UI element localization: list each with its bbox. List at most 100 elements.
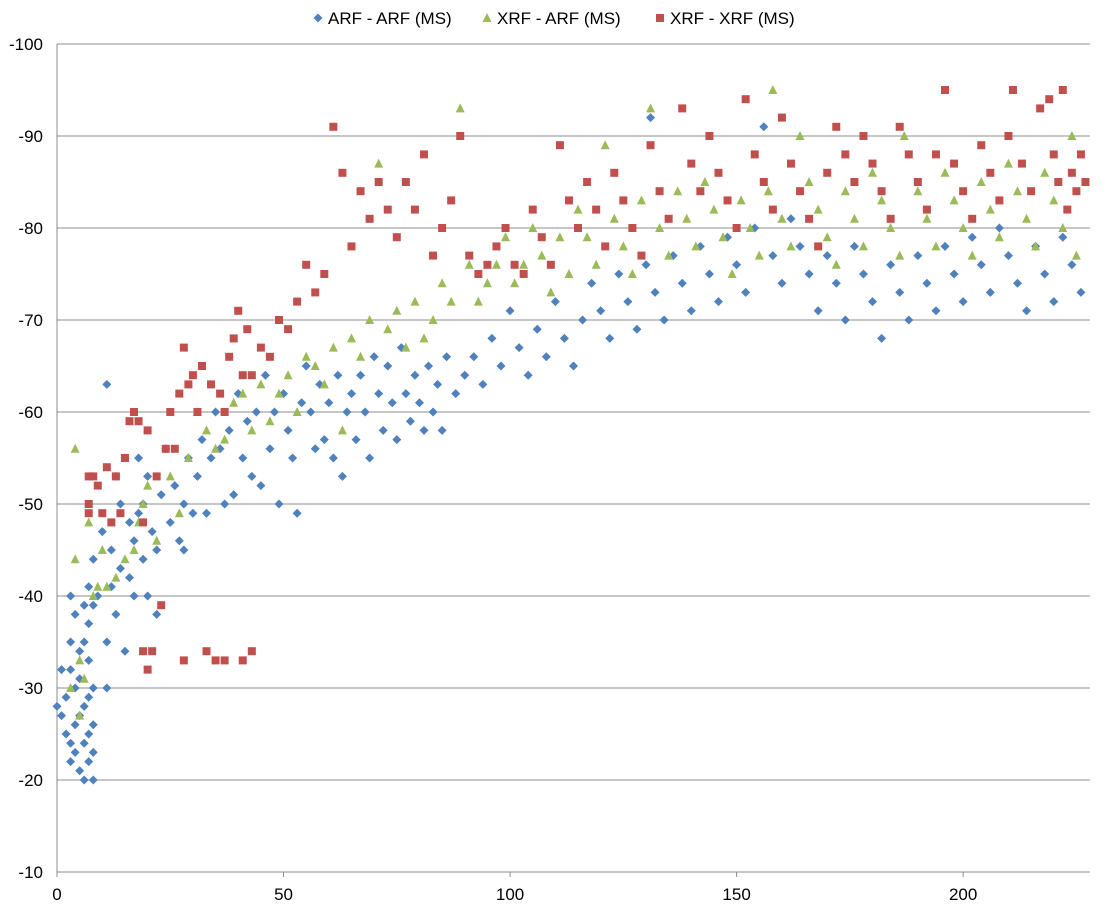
data-point xyxy=(66,591,76,601)
data-point xyxy=(1058,86,1067,94)
data-point xyxy=(673,186,683,196)
data-point xyxy=(967,232,977,242)
data-point xyxy=(319,379,329,389)
data-point xyxy=(1049,150,1058,159)
axes xyxy=(56,44,1090,877)
data-point xyxy=(139,518,148,527)
data-point xyxy=(564,269,574,278)
data-point xyxy=(931,306,941,316)
data-point xyxy=(93,581,103,591)
data-point xyxy=(501,224,510,232)
data-point xyxy=(229,397,239,407)
y-axis-tick-labels: -10 -20 -30 -40 -50 -60 -70 -80 -90 -100 xyxy=(9,35,43,882)
data-point xyxy=(207,380,216,389)
data-point xyxy=(337,425,347,435)
data-point xyxy=(387,398,397,408)
data-point xyxy=(129,591,139,601)
data-point xyxy=(573,204,583,214)
data-point xyxy=(696,187,705,196)
data-point xyxy=(528,205,537,214)
data-point xyxy=(438,224,447,232)
data-point xyxy=(804,269,814,279)
data-point xyxy=(913,251,923,261)
data-point xyxy=(641,260,651,270)
data-point xyxy=(220,408,229,416)
data-point xyxy=(1027,187,1036,196)
y-tick-label: -100 xyxy=(9,35,43,54)
data-point xyxy=(130,408,139,416)
data-point xyxy=(346,389,356,399)
data-point xyxy=(768,85,778,94)
data-point xyxy=(1071,250,1081,260)
data-point xyxy=(75,646,85,656)
data-point xyxy=(564,196,573,205)
data-point xyxy=(247,425,257,435)
data-point xyxy=(410,370,420,380)
data-point xyxy=(134,417,143,426)
data-point xyxy=(301,351,311,361)
data-point xyxy=(967,250,977,260)
data-point xyxy=(183,453,193,462)
data-point xyxy=(306,407,316,417)
data-point xyxy=(365,315,375,324)
data-point xyxy=(1045,95,1054,104)
data-point xyxy=(356,187,365,196)
data-point xyxy=(79,738,89,748)
data-point xyxy=(574,224,583,232)
data-point xyxy=(976,260,986,270)
data-point xyxy=(211,656,220,665)
data-point xyxy=(115,563,125,573)
data-point xyxy=(628,224,637,232)
data-point xyxy=(1058,232,1068,242)
data-point xyxy=(650,287,660,297)
data-point xyxy=(220,656,229,665)
data-point xyxy=(994,232,1004,242)
data-point xyxy=(115,499,125,509)
data-point xyxy=(265,444,275,454)
data-point xyxy=(156,490,166,500)
data-point xyxy=(496,361,506,371)
data-point xyxy=(319,435,329,445)
data-point xyxy=(718,232,728,242)
data-point xyxy=(704,269,714,279)
data-point xyxy=(356,351,366,361)
data-point xyxy=(347,242,356,251)
data-point xyxy=(796,187,805,196)
data-point xyxy=(795,241,805,251)
data-point xyxy=(858,269,868,279)
data-point xyxy=(1013,278,1023,288)
data-point xyxy=(1081,178,1090,186)
data-point xyxy=(691,241,701,251)
data-point xyxy=(143,426,152,435)
data-point xyxy=(523,370,533,380)
data-point xyxy=(175,389,184,398)
series-3 xyxy=(84,86,1090,674)
data-point xyxy=(292,407,302,416)
data-point xyxy=(165,471,175,481)
data-point xyxy=(392,233,401,242)
data-point xyxy=(777,113,786,122)
data-point xyxy=(79,775,89,785)
data-point xyxy=(859,132,868,140)
data-point xyxy=(356,370,366,380)
data-point xyxy=(655,223,665,232)
data-point xyxy=(152,545,162,555)
data-point xyxy=(519,270,528,278)
data-point xyxy=(447,196,456,205)
data-point xyxy=(374,178,383,186)
data-point xyxy=(456,132,465,140)
data-point xyxy=(605,333,615,343)
data-point xyxy=(66,637,76,647)
data-point xyxy=(805,214,814,223)
data-point xyxy=(868,159,877,168)
data-point xyxy=(256,379,266,389)
data-point xyxy=(655,187,664,196)
data-point xyxy=(678,104,687,113)
data-point xyxy=(754,250,764,260)
data-point xyxy=(328,342,338,352)
data-point xyxy=(709,204,719,214)
legend-marker xyxy=(656,14,664,22)
data-point xyxy=(147,527,157,537)
data-point xyxy=(52,701,62,711)
data-point xyxy=(369,352,379,362)
